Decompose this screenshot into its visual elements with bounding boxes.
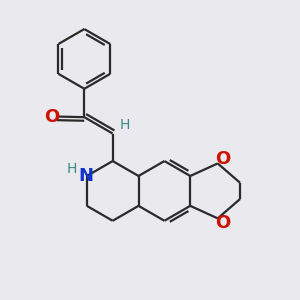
Text: O: O [215, 214, 231, 232]
Text: O: O [215, 150, 231, 168]
Text: N: N [79, 167, 94, 185]
Text: H: H [120, 118, 130, 132]
Text: O: O [44, 108, 59, 126]
Text: H: H [67, 162, 77, 176]
